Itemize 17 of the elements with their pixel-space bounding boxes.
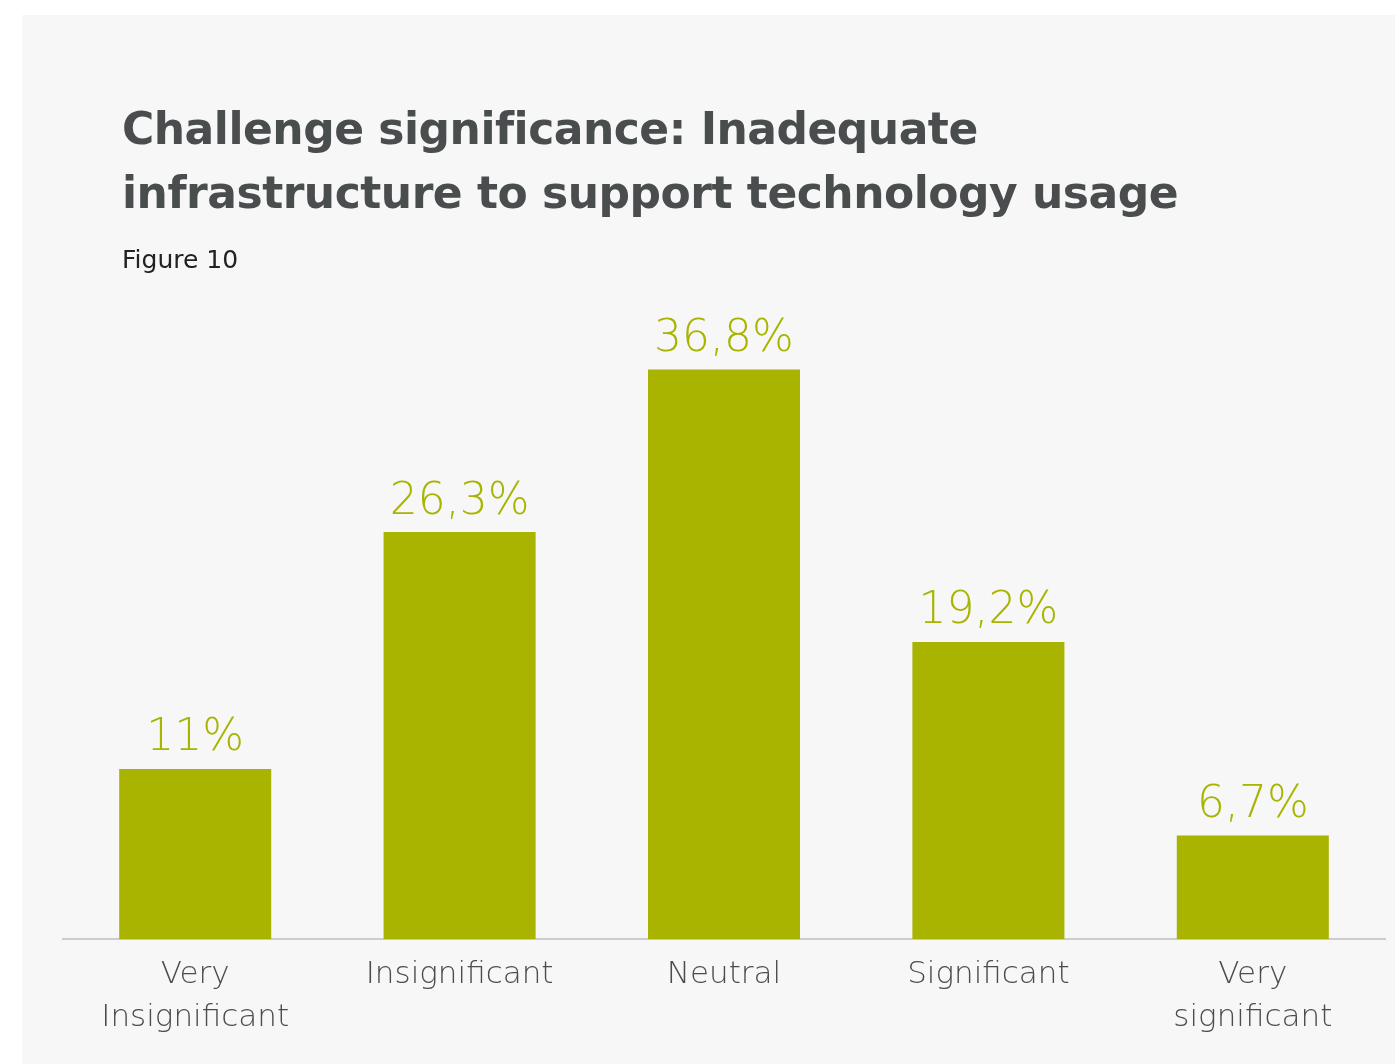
- data-label: 11%: [146, 709, 245, 761]
- chart-subtitle: Figure 10: [122, 245, 239, 274]
- data-label: 36,8%: [654, 309, 794, 361]
- data-label: 6,7%: [1196, 775, 1309, 827]
- x-tick-label: Significant: [907, 953, 1070, 990]
- bar: [912, 641, 1065, 940]
- x-tick-label: Very Insignificant: [101, 953, 290, 1034]
- chart-title: Challenge significance: Inadequate infrastructure to support technology usage: [122, 102, 1180, 220]
- x-tick-label: Neutral: [666, 953, 782, 990]
- bar: [1176, 835, 1329, 940]
- x-tick-label: Insignificant: [365, 953, 554, 990]
- bar: [119, 768, 272, 940]
- data-label: 26,3%: [389, 472, 530, 524]
- bar: [647, 369, 801, 940]
- bar: [383, 532, 536, 940]
- data-label: 19,2%: [918, 582, 1059, 634]
- x-tick-label: Very significant: [1173, 953, 1333, 1034]
